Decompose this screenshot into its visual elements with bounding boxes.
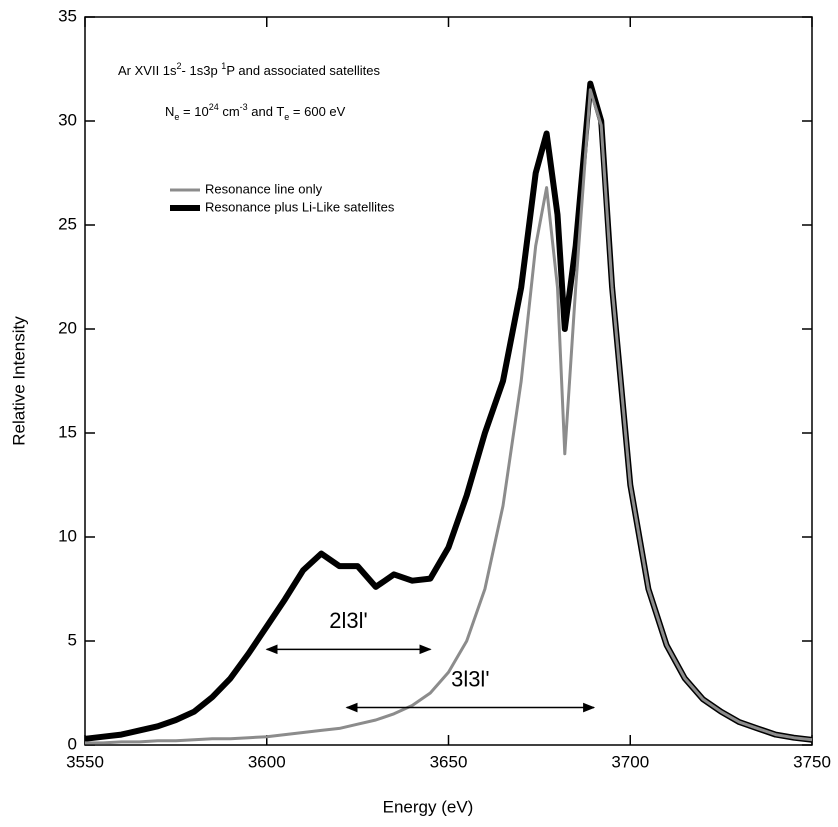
x-tick-label: 3700 [611,752,649,771]
y-tick-label: 10 [58,526,77,545]
annotation-text: Ar XVII 1s2- 1s3p 1P and associated sate… [118,61,381,78]
x-axis-label: Energy (eV) [383,797,474,816]
text-segment: = 600 eV [289,104,345,119]
range-label: 3l3l' [451,666,489,691]
series-line [85,88,813,745]
text-segment: P and associated satellites [226,63,380,78]
text-segment: N [165,104,174,119]
annotation-text: Ne = 1024 cm-3 and Te = 600 eV [165,102,346,122]
x-tick-label: 3600 [248,752,286,771]
text-segment: - 1s3p [182,63,222,78]
text-segment: 1 [221,61,226,71]
text-segment: cm [219,104,240,119]
range-label: 2l3l' [329,608,367,633]
legend-label: Resonance plus Li-Like satellites [205,199,395,214]
text-segment: e [174,112,179,122]
y-tick-label: 5 [68,630,77,649]
x-tick-label: 3550 [66,752,104,771]
x-tick-label: 3650 [430,752,468,771]
legend-label: Resonance line only [205,181,323,196]
y-tick-label: 20 [58,318,77,337]
y-tick-label: 30 [58,110,77,129]
y-axis-label: Relative Intensity [9,316,28,446]
text-segment: 24 [209,102,219,112]
text-segment: and T [248,104,285,119]
plot-frame [84,16,813,746]
y-tick-label: 15 [58,422,77,441]
text-segment: Ar XVII 1s [118,63,177,78]
text-segment: -3 [240,102,248,112]
y-tick-label: 35 [58,6,77,25]
text-segment: 2 [177,61,182,71]
y-tick-label: 0 [68,734,77,753]
series-line [84,80,813,743]
x-tick-label: 3750 [793,752,831,771]
text-segment: e [284,112,289,122]
y-tick-label: 25 [58,214,77,233]
text-segment: = 10 [179,104,208,119]
